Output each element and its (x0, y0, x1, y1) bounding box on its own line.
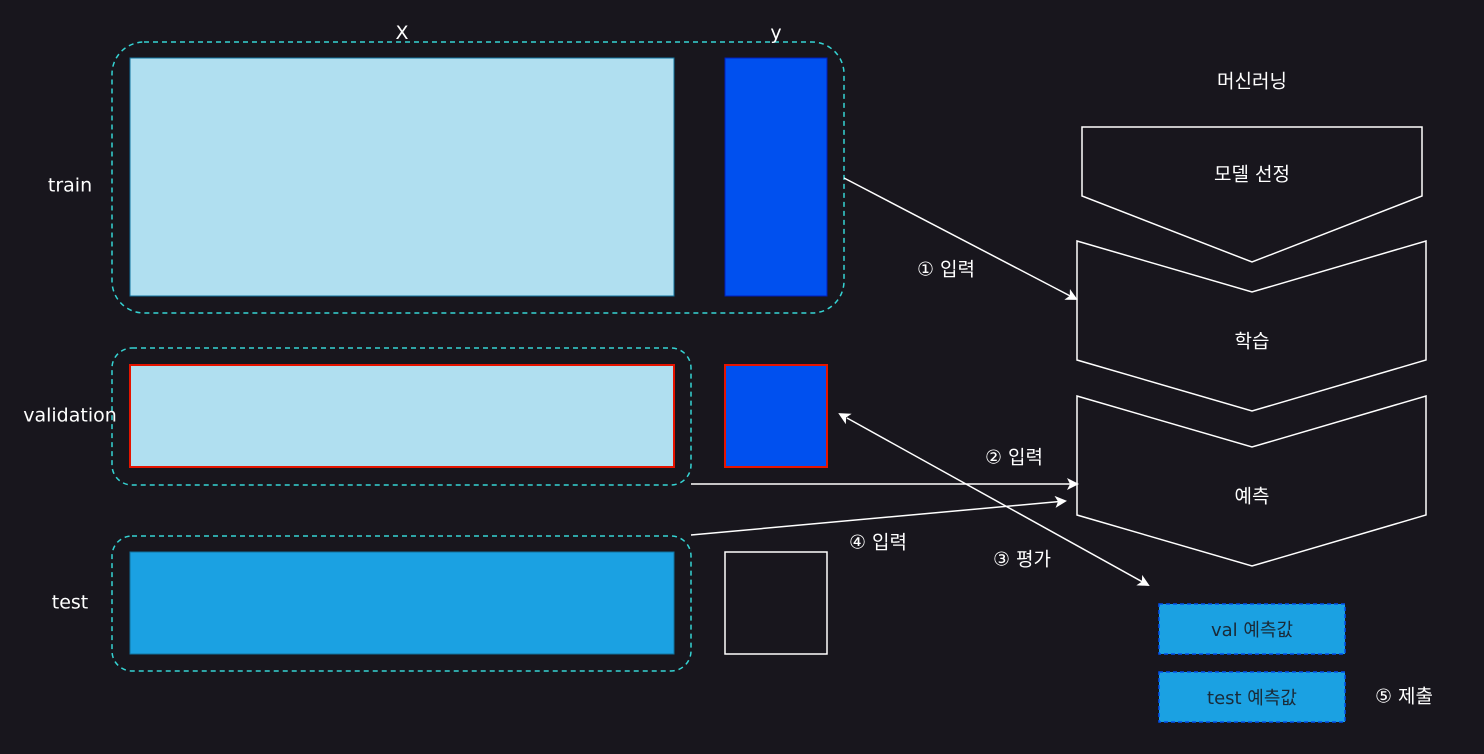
test-group-outline (111, 535, 692, 672)
prediction-step-shape (1076, 394, 1427, 567)
model-selection-step-shape (1081, 126, 1423, 263)
validation-group-outline (111, 347, 692, 486)
train-row-label: train (47, 174, 93, 197)
train-y-block (724, 57, 828, 297)
input-4-label: ④ 입력 (848, 531, 908, 554)
validation-row-label: validation (23, 404, 117, 427)
evaluate-3-label: ③ 평가 (992, 548, 1052, 571)
x-column-label: X (395, 22, 409, 44)
arrow-test-to-prediction (690, 495, 1067, 536)
val-prediction-box (1158, 603, 1346, 655)
training-step-label: 학습 (1234, 330, 1270, 353)
model-selection-step-label: 모델 선정 (1214, 163, 1290, 186)
test-prediction-box (1158, 671, 1346, 723)
train-group-outline (111, 41, 845, 314)
test-x-block (129, 551, 675, 655)
y-column-label: y (770, 22, 782, 44)
validation-y-block (724, 364, 828, 468)
validation-x-block (129, 364, 675, 468)
input-1-label: ① 입력 (916, 258, 976, 281)
test-row-label: test (51, 591, 89, 614)
val-prediction-label: val 예측값 (1210, 620, 1294, 641)
machine-learning-title: 머신러닝 (1217, 70, 1287, 93)
test-prediction-label: test 예측값 (1207, 688, 1297, 709)
training-step-shape (1076, 239, 1427, 412)
test-y-empty-block (724, 551, 828, 655)
train-x-block (129, 57, 675, 297)
arrow-evaluate (838, 413, 1150, 586)
arrow-train-to-training (843, 177, 1078, 300)
submit-5-label: ⑤ 제출 (1374, 685, 1434, 708)
input-2-label: ② 입력 (984, 446, 1044, 469)
prediction-step-label: 예측 (1234, 485, 1270, 508)
